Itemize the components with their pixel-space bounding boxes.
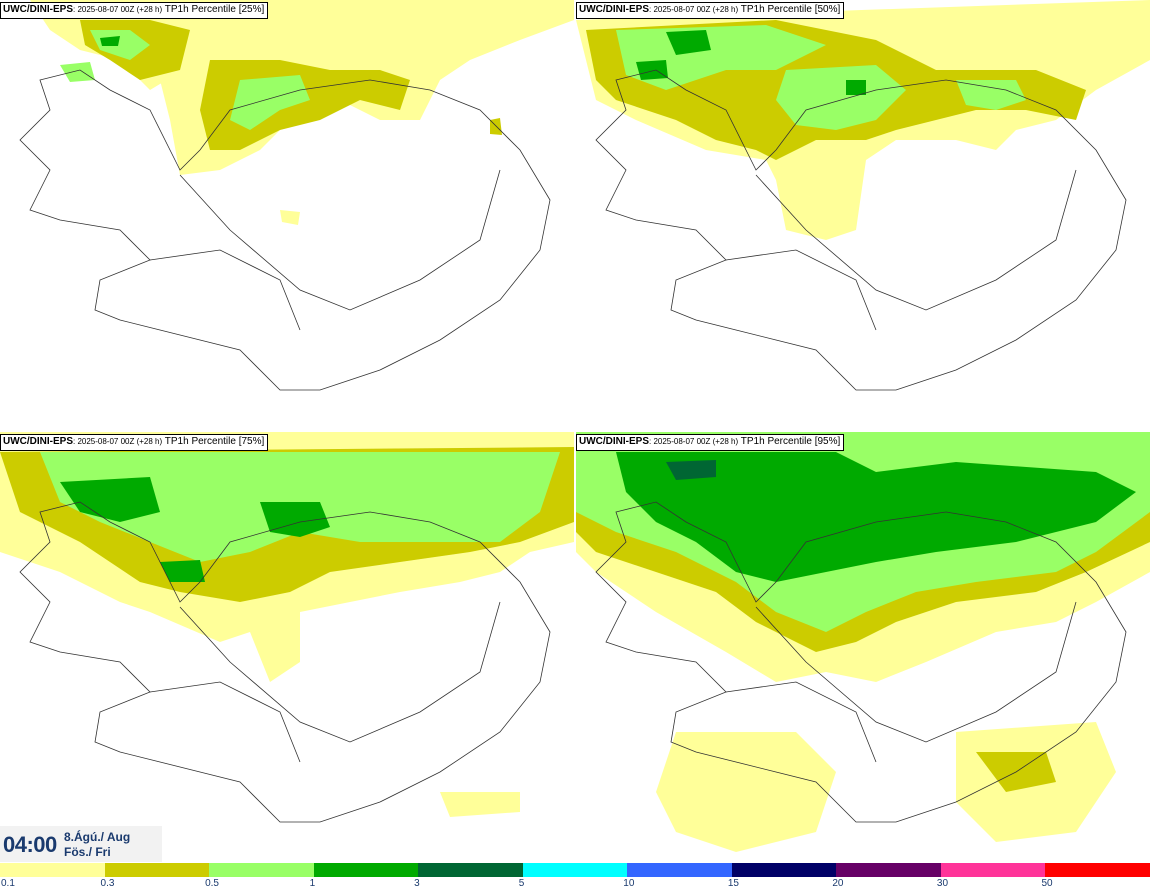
color-legend: 0.1 0.3 0.5 1 3 5 10 15 20 30 50	[0, 862, 1150, 891]
iceland-coastline	[19, 501, 551, 823]
precip-shading	[0, 432, 574, 817]
map-panel-p95: UWC/DINI-EPS: 2025-08-07 00Z (+28 h) TP1…	[576, 432, 1150, 862]
field-name: TP1h Percentile [75%]	[162, 436, 265, 447]
legend-label: 5	[518, 878, 525, 889]
valid-date: 8.Ágú./ Aug	[64, 830, 131, 844]
iceland-coastline	[595, 69, 1127, 391]
iceland-coastline	[19, 69, 551, 391]
legend-swatch	[836, 863, 941, 877]
legend-label: 0.5	[205, 878, 219, 889]
legend-label: 0.1	[1, 878, 15, 889]
legend-swatch	[0, 863, 105, 877]
panel-title: UWC/DINI-EPS: 2025-08-07 00Z (+28 h) TP1…	[576, 434, 845, 451]
legend-label: 30	[936, 878, 949, 889]
legend-label: 0.3	[100, 878, 115, 889]
legend-swatch	[104, 863, 210, 877]
model-name: UWC/DINI-EPS	[579, 4, 649, 15]
legend-swatch	[1045, 863, 1150, 877]
field-name: TP1h Percentile [95%]	[738, 436, 841, 447]
model-name: UWC/DINI-EPS	[3, 4, 73, 15]
run-info: : 2025-08-07 00Z (+28 h)	[73, 437, 163, 446]
map-panel-p25: UWC/DINI-EPS: 2025-08-07 00Z (+28 h) TP1…	[0, 0, 574, 430]
legend-swatch	[209, 863, 314, 877]
legend-label: 50	[1041, 878, 1053, 889]
field-name: TP1h Percentile [25%]	[162, 4, 265, 15]
panel-title: UWC/DINI-EPS: 2025-08-07 00Z (+28 h) TP1…	[0, 2, 269, 19]
run-info: : 2025-08-07 00Z (+28 h)	[649, 5, 739, 14]
legend-swatch	[731, 863, 837, 877]
precip-shading	[576, 432, 1150, 852]
map-canvas-p95	[576, 432, 1150, 852]
legend-swatch	[522, 863, 628, 877]
map-canvas-p75	[0, 432, 574, 823]
valid-time-box: 04:00 8.Ágú./ Aug Fös./ Fri	[0, 826, 162, 862]
legend-label: 1	[309, 878, 316, 889]
run-info: : 2025-08-07 00Z (+28 h)	[649, 437, 739, 446]
legend-label: 20	[832, 878, 844, 889]
panel-title: UWC/DINI-EPS: 2025-08-07 00Z (+28 h) TP1…	[576, 2, 845, 19]
valid-time: 04:00	[3, 832, 57, 857]
iceland-coastline	[595, 501, 1127, 823]
legend-label: 3	[414, 878, 420, 889]
legend-label: 15	[727, 878, 739, 889]
map-canvas-p25	[19, 0, 574, 391]
legend-swatch	[313, 863, 419, 877]
field-name: TP1h Percentile [50%]	[738, 4, 841, 15]
legend-swatch	[418, 863, 523, 877]
legend-color-bar	[0, 863, 1150, 877]
legend-label: 10	[623, 878, 635, 889]
run-info: : 2025-08-07 00Z (+28 h)	[73, 5, 163, 14]
map-canvas-p50	[576, 0, 1150, 391]
model-name: UWC/DINI-EPS	[579, 436, 649, 447]
valid-day: Fös./ Fri	[64, 845, 111, 859]
precip-shading	[30, 0, 574, 225]
map-panel-p50: UWC/DINI-EPS: 2025-08-07 00Z (+28 h) TP1…	[576, 0, 1150, 430]
model-name: UWC/DINI-EPS	[3, 436, 73, 447]
map-panel-p75: UWC/DINI-EPS: 2025-08-07 00Z (+28 h) TP1…	[0, 432, 574, 862]
legend-swatch	[627, 863, 732, 877]
panel-title: UWC/DINI-EPS: 2025-08-07 00Z (+28 h) TP1…	[0, 434, 269, 451]
legend-swatch	[940, 863, 1046, 877]
precip-shading	[576, 0, 1150, 240]
